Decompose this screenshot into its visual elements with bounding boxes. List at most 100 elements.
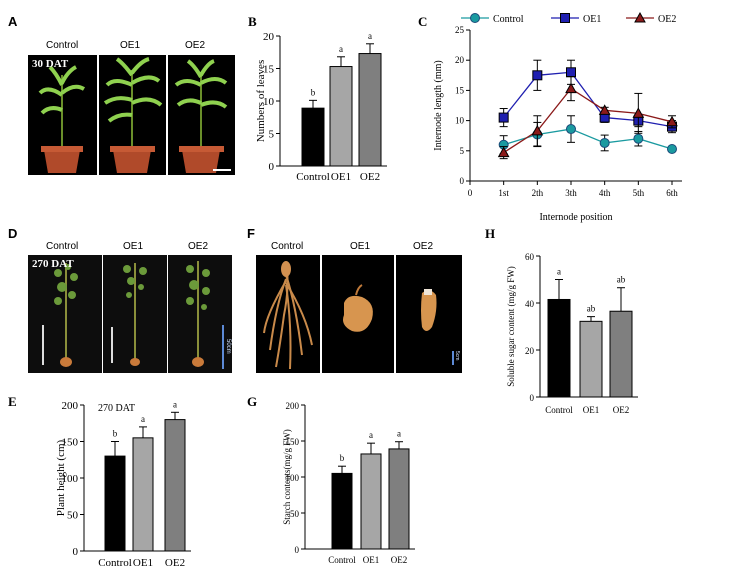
chart-e-bar — [164, 419, 186, 552]
chart-h-y-tick-label: 20 — [525, 346, 535, 356]
chart-h-x-tick-label: OE2 — [613, 405, 630, 415]
chart-h-sig-label: a — [557, 267, 561, 277]
chart-h-bar — [579, 320, 603, 398]
chart-h-y-tick-label: 60 — [525, 252, 535, 262]
chart-c-legend-label: OE2 — [658, 14, 676, 25]
chart-g-bar — [388, 448, 410, 550]
photo-label-d-control: Control — [46, 241, 79, 252]
chart-c-point-oe2 — [632, 107, 645, 118]
chart-e-y-tick-label: 150 — [62, 437, 79, 449]
chart-g-y-tick-label: 200 — [286, 401, 300, 411]
chart-c-y-tick-label: 15 — [455, 85, 465, 95]
chart-e-panel-letter: E — [8, 394, 17, 409]
photo-f-oe1 — [322, 255, 394, 373]
chart-b-sig-label: a — [339, 44, 343, 54]
chart-b-x-tick-label: OE1 — [331, 171, 351, 183]
dat-label-a: 30 DAT — [32, 58, 69, 70]
chart-c-y-tick-label: 10 — [455, 116, 465, 126]
chart-h-bar — [547, 298, 571, 398]
chart-h-sig-label: ab — [617, 275, 626, 285]
chart-c-y-tick-label: 5 — [460, 146, 465, 156]
chart-e-bar — [132, 437, 154, 552]
chart-c-point-oe2 — [531, 124, 544, 136]
chart-b-x-tick-label: OE2 — [360, 171, 380, 183]
scale-label-f: 5cm — [454, 351, 460, 361]
chart-c-point-control — [667, 143, 677, 154]
chart-c-x-tick-label: 2th — [532, 188, 544, 198]
chart-b-y-tick-label: 10 — [263, 96, 275, 108]
photo-label-oe1: OE1 — [120, 40, 141, 51]
chart-g-x-tick-label: Control — [328, 555, 356, 565]
chart-c-point-control — [599, 137, 610, 148]
photo-a-oe1 — [99, 55, 166, 175]
chart-c-x-tick-label: 3th — [565, 188, 577, 198]
chart-c-y-tick-label: 25 — [455, 25, 465, 35]
chart-e-sig-label: a — [173, 399, 177, 409]
chart-b-bar — [329, 66, 353, 167]
chart-c-point-control — [566, 124, 576, 135]
chart-c-x-tick-label: 0 — [468, 188, 473, 198]
chart-g-x-tick-label: OE2 — [391, 555, 408, 565]
chart-h-panel-letter: H — [485, 226, 495, 241]
chart-h-y-label: Soluble sugar content (mg/g FW) — [506, 266, 516, 386]
chart-e-y-tick-label: 0 — [73, 546, 79, 558]
chart-c-point-control — [633, 133, 644, 144]
chart-c-point-oe2 — [565, 82, 577, 94]
chart-e-annotation: 270 DAT — [98, 403, 135, 414]
chart-b-y-tick-label: 20 — [263, 31, 275, 43]
chart-c-legend-label: OE1 — [583, 14, 601, 25]
chart-c-legend-label: Control — [493, 14, 524, 25]
photo-f-oe2: 5cm — [396, 255, 462, 373]
chart-g-y-label: Starch contents(mg/g FW) — [282, 429, 292, 524]
photo-f-control — [256, 255, 320, 373]
chart-c-legend-marker — [560, 13, 570, 23]
chart-c-point-oe2 — [666, 115, 678, 127]
photo-a-control — [28, 55, 97, 175]
chart-b-bar — [358, 53, 382, 167]
chart-c-point-oe1 — [566, 67, 576, 78]
chart-b-panel-letter: B — [248, 14, 257, 29]
photo-label-d-oe1: OE1 — [123, 241, 144, 252]
photo-d-oe1 — [103, 255, 167, 373]
panel-letter-f: F — [247, 226, 255, 241]
chart-g-panel-letter: G — [247, 394, 257, 409]
chart-c-legend-marker — [634, 11, 646, 23]
chart-g-bar — [360, 453, 382, 550]
chart-g-y-tick-label: 0 — [295, 545, 300, 555]
chart-e-x-tick-label: OE2 — [165, 557, 185, 569]
chart-g-y-tick-label: 100 — [286, 473, 300, 483]
chart-c-x-tick-label: 6th — [666, 188, 678, 198]
chart-c-series-line-oe1 — [503, 71, 673, 128]
chart-e-sig-label: b — [113, 429, 118, 439]
chart-h-sig-label: ab — [587, 304, 596, 314]
chart-b-x-tick-label: Control — [296, 171, 330, 183]
chart-g-x-tick-label: OE1 — [363, 555, 380, 565]
chart-c-point-oe1 — [532, 70, 543, 81]
chart-b-bar — [301, 107, 325, 167]
chart-c-point-oe1 — [498, 112, 509, 123]
chart-c-x-tick-label: 1st — [498, 188, 509, 198]
chart-g-sig-label: b — [340, 453, 345, 463]
chart-b-y-tick-label: 0 — [269, 161, 275, 173]
photo-d-oe2: 50cm — [168, 255, 232, 373]
chart-c-x-label: Internode position — [539, 212, 612, 223]
chart-c-point-oe2 — [497, 146, 510, 158]
chart-c-series-line-oe2 — [503, 87, 673, 154]
photo-label-d-oe2: OE2 — [188, 241, 209, 252]
chart-b-y-tick-label: 15 — [263, 64, 275, 76]
chart-c-legend-marker — [470, 13, 480, 23]
chart-g-bar — [331, 472, 353, 550]
panel-letter-a: A — [8, 14, 18, 29]
chart-e-y-label: Plant height (cm) — [55, 439, 67, 516]
chart-c-point-oe2 — [598, 104, 611, 115]
chart-h-x-tick-label: Control — [545, 405, 573, 415]
chart-b-y-tick-label: 5 — [269, 129, 275, 141]
chart-c-y-tick-label: 20 — [455, 55, 465, 65]
photo-label-f-control: Control — [271, 241, 304, 252]
dat-label-d: 270 DAT — [32, 258, 74, 270]
chart-g-y-tick-label: 50 — [290, 509, 300, 519]
chart-b-y-label: Numbers of leaves — [255, 60, 267, 142]
photo-label-f-oe1: OE1 — [350, 241, 371, 252]
chart-c-panel-letter: C — [418, 14, 427, 29]
